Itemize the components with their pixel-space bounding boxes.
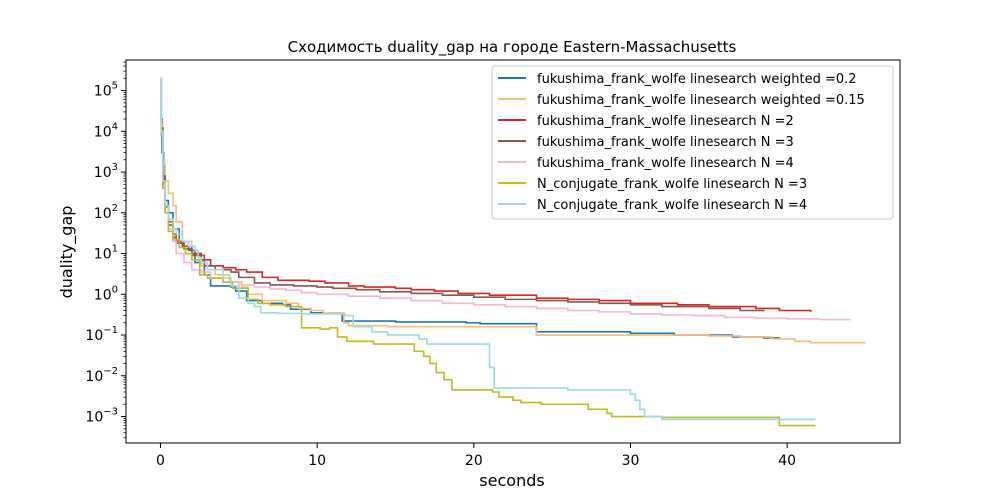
series-line-1 [160,77,866,344]
y-tick-label: 101 [94,244,118,263]
chart-title: Сходимость duality_gap на городе Eastern… [288,38,737,57]
series-layer [160,77,866,427]
y-tick-base: 10 [94,165,112,181]
y-tick-exponent: 2 [112,203,118,214]
y-tick-base: 10 [94,287,112,303]
y-tick-label: 10−2 [85,366,118,385]
x-tick-label: 0 [156,453,165,469]
x-axis: 0 10 20 30 40 [156,443,796,469]
y-tick-base: 10 [85,410,103,426]
y-tick-label: 10−3 [85,407,118,426]
legend-entry-6: N_conjugate_frank_wolfe linesearch N =4 [537,198,807,213]
y-tick-base: 10 [94,206,112,222]
legend-entry-5: N_conjugate_frank_wolfe linesearch N =3 [537,177,807,192]
y-tick-exponent: 1 [112,244,118,255]
y-tick-base: 10 [85,328,103,344]
series-line-6 [160,77,816,421]
x-axis-label: seconds [479,471,544,490]
y-tick-exponent: −2 [103,366,118,377]
y-tick-exponent: −1 [103,325,118,336]
series-line-4 [160,77,851,321]
series-line-3 [160,77,765,312]
legend-entry-1: fukushima_frank_wolfe linesearch weighte… [537,93,865,108]
x-tick-label: 40 [778,453,796,469]
y-tick-label: 103 [94,162,118,181]
x-tick-label: 30 [622,453,640,469]
legend-entry-2: fukushima_frank_wolfe linesearch N =2 [537,114,794,129]
y-tick-base: 10 [85,369,103,385]
y-tick-label: 104 [94,121,118,140]
y-tick-exponent: 3 [112,162,118,173]
y-tick-label: 10−1 [85,325,118,344]
y-tick-label: 105 [94,81,118,100]
legend-entry-4: fukushima_frank_wolfe linesearch N =4 [537,156,794,171]
legend-entry-3: fukushima_frank_wolfe linesearch N =3 [537,135,794,150]
plot-frame [125,59,901,444]
y-tick-label: 102 [94,203,118,222]
y-tick-base: 10 [94,247,112,263]
y-axis-label: duality_gap [57,206,77,299]
legend-box [491,65,894,220]
x-tick-label: 10 [308,453,326,469]
y-tick-exponent: 5 [112,81,118,92]
y-tick-exponent: 0 [112,284,118,295]
legend: fukushima_frank_wolfe linesearch weighte… [491,65,894,220]
y-tick-exponent: −3 [103,407,118,418]
x-tick-label: 20 [465,453,483,469]
y-tick-base: 10 [94,84,112,100]
y-tick-base: 10 [94,124,112,140]
y-tick-exponent: 4 [112,121,118,132]
series-line-5 [160,77,816,427]
y-tick-label: 100 [94,284,118,303]
legend-entry-0: fukushima_frank_wolfe linesearch weighte… [537,72,857,87]
